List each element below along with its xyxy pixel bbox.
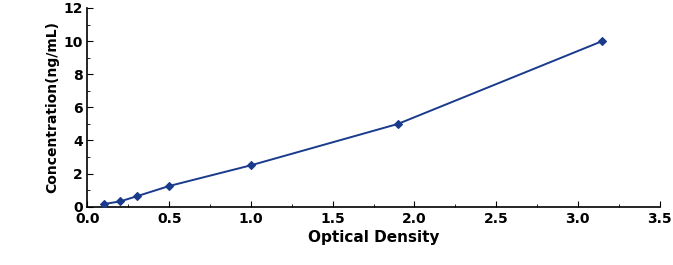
X-axis label: Optical Density: Optical Density [308, 230, 439, 245]
Y-axis label: Concentration(ng/mL): Concentration(ng/mL) [45, 21, 59, 193]
